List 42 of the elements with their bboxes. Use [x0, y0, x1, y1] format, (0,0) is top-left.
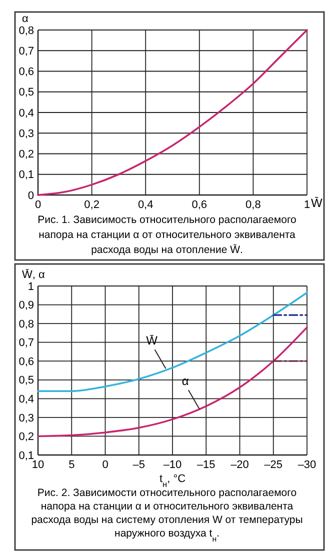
- y-tick-label: 0,9: [18, 300, 34, 312]
- y-axis-title: W̄, α: [22, 268, 46, 281]
- x-tick-label: 0: [102, 459, 108, 471]
- y-axis-title: α: [22, 13, 29, 25]
- y-tick-label: 0,1: [18, 450, 34, 462]
- y-tick-label: 0,3: [18, 412, 34, 424]
- x-tick-label: 10: [32, 459, 44, 471]
- y-tick-label: 1: [28, 280, 34, 293]
- y-tick-label: 0,5: [18, 86, 34, 99]
- y-tick-label: 0,4: [18, 394, 34, 406]
- y-tick-label: 0,5: [18, 374, 34, 387]
- y-tick-label: 0,2: [18, 148, 34, 161]
- x-axis-title: W̄: [311, 196, 323, 210]
- line-series: [37, 292, 308, 392]
- y-tick-label: 0,6: [18, 66, 34, 78]
- y-tick-label: 0,8: [18, 318, 34, 330]
- y-tick-label: 0,7: [18, 337, 34, 350]
- x-tick-label: 0,4: [138, 199, 154, 211]
- x-tick-label: 0,6: [192, 199, 208, 211]
- y-tick-label: 0,6: [18, 356, 34, 368]
- x-tick-label: –30: [298, 459, 316, 471]
- text: Рис. 2. Зависимости относительного располагаемого напора на станции α и относительного эквивалента расхода воды на систему отопления W от температуры наружного воздуха t$_{н}$.: [31, 487, 303, 543]
- text: Рис. 1. Зависимость относительного располагаемого напора на станции α от относительного эквивалента расхода воды на отопление W̄.: [38, 214, 297, 256]
- y-tick-label: 0,3: [18, 128, 34, 140]
- x-tick-label: 0,2: [84, 199, 100, 211]
- line-series: [37, 326, 308, 438]
- y-tick-label: 0,4: [18, 107, 34, 120]
- y-tick-label: 0,1: [18, 169, 34, 182]
- x-tick-label: –25: [264, 459, 283, 471]
- line-series: [37, 29, 308, 196]
- y-tick-label: 0,2: [18, 431, 34, 444]
- x-tick-label: –5: [132, 459, 145, 471]
- y-tick-label: 0,7: [18, 45, 34, 58]
- x-tick-label: 5: [68, 459, 75, 471]
- x-tick-label: –20: [230, 459, 249, 471]
- y-tick-label: 0,8: [18, 24, 34, 37]
- y-tick-label: 0: [28, 190, 34, 202]
- x-tick-label: 0,8: [246, 199, 261, 211]
- x-tick-label: –10: [163, 459, 182, 471]
- x-axis-title: t$_{н}$, °C: [159, 473, 186, 488]
- x-tick-label: 1: [304, 199, 310, 211]
- x-tick-label: –15: [196, 459, 216, 471]
